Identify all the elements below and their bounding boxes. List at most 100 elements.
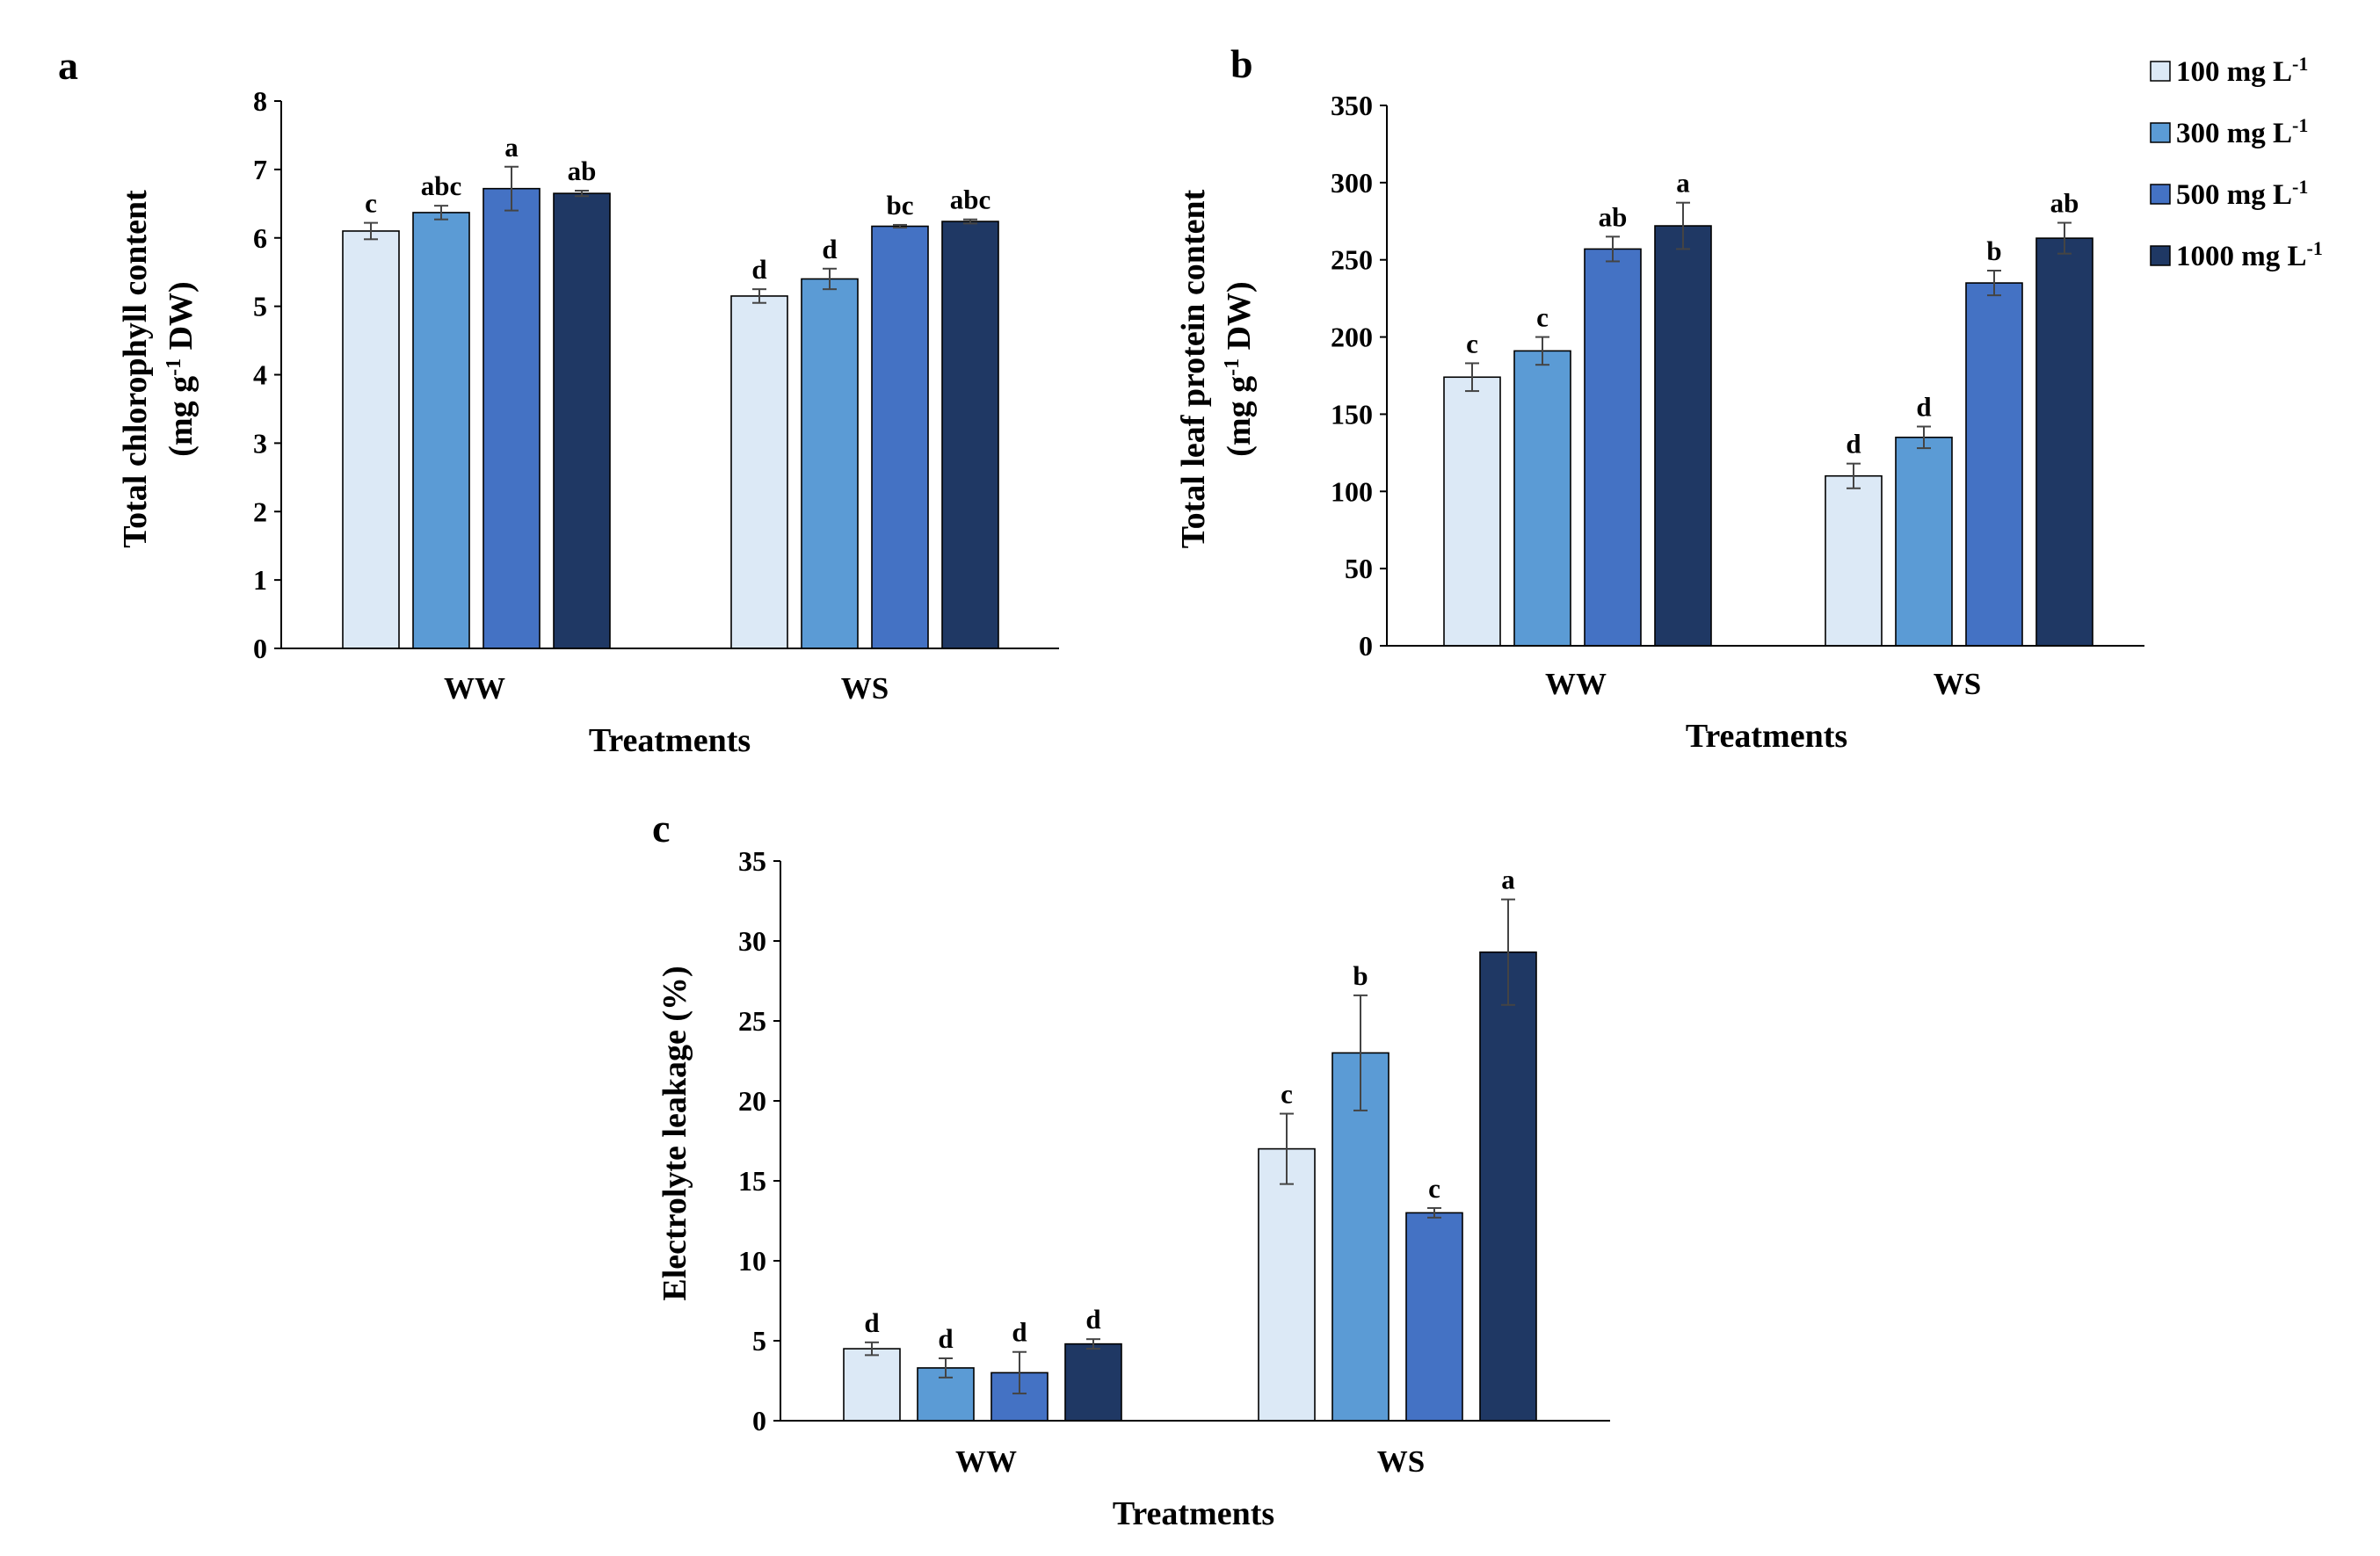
panel-letter-b: b — [1230, 41, 1253, 86]
bar-c-ws-s2 — [1331, 1052, 1390, 1422]
significance-letter-a: bc — [887, 190, 914, 221]
significance-letter-b: a — [1676, 168, 1690, 199]
y-axis-title-a-line1: Total chlorophyll content — [117, 190, 154, 548]
bar-a-ws-s2 — [801, 278, 859, 649]
bars-b: c d c d ab b a ab — [1443, 168, 2093, 647]
x-axis-title-a: Treatments — [589, 722, 751, 759]
legend-label-1: 100 mg L-1 — [2176, 53, 2308, 89]
bar-a-ws-s4 — [941, 221, 999, 649]
y-tick-label-b: 250 — [1331, 244, 1373, 276]
bar-c-ws-s4 — [1479, 951, 1537, 1422]
chart-panel-a: a Total chlorophyll content (mg g-1 DW) … — [58, 43, 1059, 759]
y-axis-title-b-line1: Total leaf protein content — [1175, 189, 1212, 548]
y-tick-label-c: 30 — [738, 925, 766, 957]
significance-letter-b: b — [1986, 235, 2001, 266]
significance-letter-a: a — [504, 132, 519, 163]
y-tick-label-c: 10 — [738, 1245, 766, 1277]
y-tick-label-c: 0 — [752, 1405, 766, 1437]
category-label-a-ww: WW — [444, 671, 505, 706]
bar-b-ww-s3 — [1584, 248, 1642, 647]
y-tick-label-a: 2 — [253, 496, 267, 527]
legend-swatch-3 — [2150, 184, 2171, 205]
y-tick-label-a: 1 — [253, 564, 267, 596]
significance-letter-a: d — [751, 254, 766, 285]
bars-c: d c d b d c d a — [843, 865, 1537, 1422]
significance-letter-b: c — [1466, 328, 1478, 358]
bar-b-ww-s4 — [1654, 225, 1712, 647]
significance-letter-a: d — [822, 234, 837, 264]
chart-panel-b: b Total leaf protein content (mg g-1 DW)… — [1175, 41, 2144, 755]
y-tick-label-b: 150 — [1331, 398, 1373, 430]
y-tick-label-c: 5 — [752, 1325, 766, 1357]
legend-swatch-1 — [2150, 61, 2171, 82]
bar-b-ww-s2 — [1513, 350, 1571, 647]
panel-letter-c: c — [652, 806, 670, 850]
y-ticks-c: 0 5 10 15 20 25 30 35 — [738, 845, 780, 1437]
y-tick-label-b: 350 — [1331, 90, 1373, 121]
significance-letter-c: c — [1281, 1079, 1293, 1110]
bar-b-ws-s1 — [1825, 474, 1883, 647]
significance-letter-c: a — [1501, 865, 1515, 895]
bar-c-ww-s4 — [1064, 1343, 1122, 1422]
significance-letter-b: d — [1916, 391, 1931, 422]
category-label-a-ws: WS — [841, 671, 889, 706]
bar-b-ws-s2 — [1895, 436, 1953, 647]
y-tick-label-c: 25 — [738, 1005, 766, 1037]
x-axis-title-c: Treatments — [1113, 1495, 1274, 1532]
x-axis-title-b: Treatments — [1686, 718, 1847, 755]
y-tick-label-c: 20 — [738, 1085, 766, 1117]
chart-panel-c: c Electrolyte leakage (%) 0 5 10 15 20 25 30 35… — [652, 806, 1610, 1532]
y-tick-label-b: 200 — [1331, 322, 1373, 353]
bar-c-ws-s3 — [1405, 1212, 1463, 1422]
panel-letter-a: a — [58, 43, 78, 88]
bar-b-ws-s4 — [2035, 237, 2093, 647]
bar-a-ww-s1 — [342, 230, 400, 649]
y-axis-title-a-line2: (mg g-1 DW) — [163, 281, 200, 456]
y-ticks-a: 0 1 2 3 4 5 6 7 8 — [253, 85, 281, 664]
bar-b-ww-s1 — [1443, 376, 1501, 647]
significance-letter-c: c — [1428, 1173, 1440, 1204]
significance-letter-c: d — [938, 1323, 953, 1354]
y-tick-label-c: 15 — [738, 1165, 766, 1197]
y-tick-label-b: 100 — [1331, 475, 1373, 507]
bar-a-ww-s3 — [483, 187, 541, 649]
significance-letter-b: c — [1536, 302, 1549, 333]
significance-letter-a: ab — [568, 156, 597, 186]
y-tick-label-a: 4 — [253, 359, 267, 391]
significance-letter-c: b — [1353, 960, 1368, 991]
y-axis-title-c: Electrolyte leakage (%) — [657, 966, 693, 1300]
legend-label-3: 500 mg L-1 — [2176, 176, 2308, 212]
bar-c-ws-s1 — [1258, 1147, 1316, 1422]
significance-letter-c: d — [1085, 1304, 1100, 1335]
y-tick-label-a: 0 — [253, 633, 267, 664]
significance-letter-c: d — [864, 1307, 879, 1338]
legend-swatch-2 — [2150, 122, 2171, 143]
significance-letter-c: d — [1012, 1317, 1027, 1348]
category-label-b-ww: WW — [1545, 667, 1607, 701]
y-tick-label-a: 3 — [253, 427, 267, 459]
y-tick-label-a: 6 — [253, 222, 267, 254]
significance-letter-a: c — [365, 188, 377, 219]
y-tick-label-b: 50 — [1345, 553, 1373, 584]
legend-label-2: 300 mg L-1 — [2176, 114, 2308, 150]
significance-letter-a: abc — [421, 170, 462, 201]
bar-a-ww-s2 — [412, 212, 470, 649]
bar-b-ws-s3 — [1965, 282, 2023, 647]
y-tick-label-a: 7 — [253, 154, 267, 185]
category-label-b-ws: WS — [1934, 667, 1981, 701]
significance-letter-b: ab — [2050, 188, 2079, 219]
y-tick-label-b: 300 — [1331, 167, 1373, 199]
y-tick-label-a: 8 — [253, 85, 267, 117]
legend: 100 mg L-1 300 mg L-1 500 mg L-1 1000 mg L-… — [2150, 53, 2323, 273]
significance-letter-a: abc — [950, 185, 991, 215]
significance-letter-b: d — [1846, 429, 1861, 460]
bar-a-ww-s4 — [553, 192, 611, 649]
legend-swatch-4 — [2150, 245, 2171, 266]
bar-a-ws-s1 — [730, 295, 788, 649]
bar-a-ws-s3 — [871, 225, 929, 649]
bar-c-ww-s1 — [843, 1348, 901, 1422]
y-tick-label-b: 0 — [1359, 630, 1373, 662]
legend-label-4: 1000 mg L-1 — [2176, 237, 2323, 273]
